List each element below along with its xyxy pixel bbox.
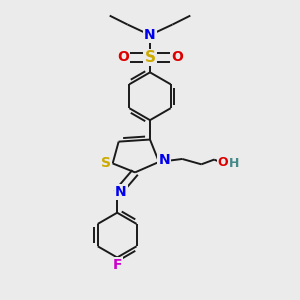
Text: H: H bbox=[229, 157, 240, 170]
Text: N: N bbox=[144, 28, 156, 42]
Text: S: S bbox=[145, 50, 155, 65]
Text: N: N bbox=[115, 185, 127, 199]
Text: O: O bbox=[218, 156, 229, 169]
Text: O: O bbox=[117, 50, 129, 64]
Text: N: N bbox=[158, 154, 170, 167]
Text: O: O bbox=[171, 50, 183, 64]
Text: S: S bbox=[101, 155, 111, 170]
Text: F: F bbox=[112, 258, 122, 272]
